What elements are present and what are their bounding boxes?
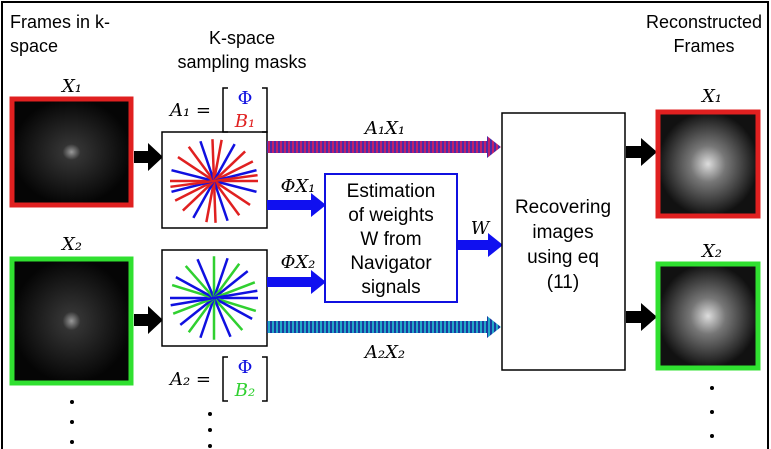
equation: A₂ = [168, 369, 211, 390]
reconstructed-frame [658, 264, 758, 368]
dot [208, 444, 212, 448]
reconstructed-frame [658, 112, 758, 216]
striped-arrow [267, 136, 501, 158]
diagram: Frames in k- space K-space sampling mask… [0, 0, 771, 449]
header: space [10, 36, 58, 56]
arrow-label: W [471, 218, 491, 239]
box-text: Estimation [347, 181, 436, 202]
arrow [626, 138, 657, 166]
header: Reconstructed [646, 12, 762, 32]
frame-label: X₁ [60, 76, 82, 97]
equation: B₂ [234, 380, 255, 401]
dot [710, 410, 714, 414]
box-text: signals [361, 277, 420, 298]
box-text: using eq [527, 247, 599, 268]
frame-label: X₁ [700, 86, 722, 107]
arrow-label: ΦX₁ [281, 176, 316, 197]
dot [208, 412, 212, 416]
kspace-frame [12, 259, 131, 383]
frame-label: X₂ [60, 234, 82, 255]
arrow [134, 306, 163, 334]
header: Frames in k- [10, 12, 110, 32]
box-text: images [532, 222, 593, 243]
header: sampling masks [177, 52, 306, 72]
equation: B₁ [234, 111, 255, 132]
dot [70, 440, 74, 444]
dot [70, 420, 74, 424]
striped-arrow [267, 316, 501, 338]
ellipsis [70, 386, 714, 448]
kspace-frame [12, 99, 131, 205]
header: K-space [209, 28, 275, 48]
header: Frames [673, 36, 734, 56]
equation: Φ [238, 88, 253, 109]
box-text: (11) [547, 272, 579, 293]
box-text: Recovering [515, 197, 611, 218]
dot [70, 400, 74, 404]
frame-label: X₂ [700, 241, 722, 262]
arrow-label: A₁X₁ [363, 118, 405, 139]
box-text: of weights [348, 205, 434, 226]
arrow [626, 303, 657, 331]
equation: A₁ = [168, 100, 211, 121]
arrow-label: A₂X₂ [363, 342, 405, 363]
arrow [134, 143, 163, 171]
dot [710, 434, 714, 438]
dot [208, 428, 212, 432]
dot [710, 386, 714, 390]
box-text: Navigator [350, 253, 432, 274]
equation: Φ [238, 357, 253, 378]
arrow [267, 270, 326, 294]
box-text: W from [360, 229, 421, 250]
arrow-label: ΦX₂ [281, 252, 316, 273]
